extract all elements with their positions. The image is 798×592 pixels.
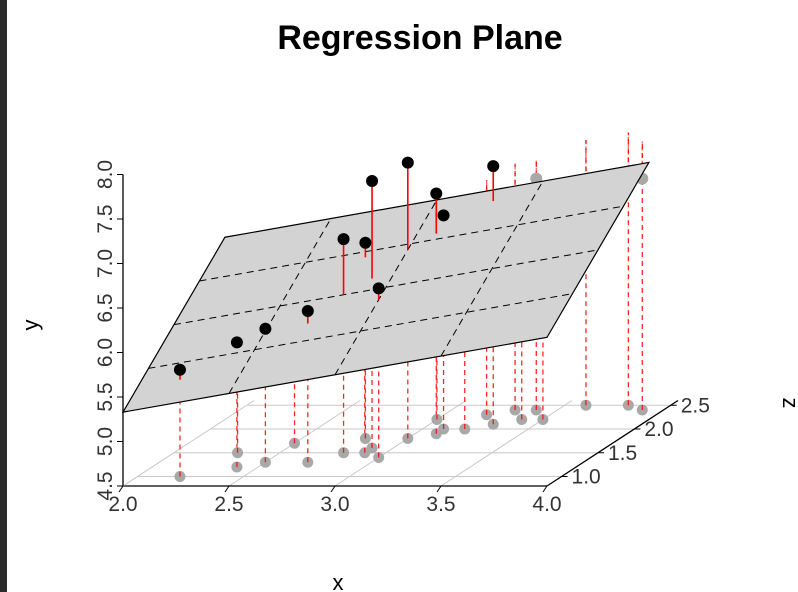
x-tick-mark — [118, 485, 124, 493]
floor-edge-line — [122, 400, 255, 487]
x-tick-label: 4.0 — [532, 493, 561, 516]
y-axis-label: y — [18, 320, 43, 331]
z-tick-label: 1.5 — [608, 442, 637, 465]
window-edge — [0, 0, 7, 592]
y-tick-label: 5.5 — [94, 382, 117, 411]
data-point — [230, 336, 243, 349]
y-tick-label: 6.5 — [94, 293, 117, 322]
y-tick-label: 4.5 — [94, 471, 117, 500]
axis-box — [122, 174, 679, 487]
plane-grid-line — [228, 218, 332, 394]
floor-grid-line — [334, 400, 467, 487]
chart-title: Regression Plane — [277, 19, 562, 57]
points-layer — [173, 156, 500, 380]
floor-grid-line — [440, 400, 573, 487]
x-tick-mark — [330, 485, 336, 493]
z-tick-label: 1.0 — [572, 466, 601, 489]
data-point — [487, 160, 500, 173]
x-tick-mark — [224, 485, 230, 493]
x-tick-label: 2.5 — [214, 493, 243, 516]
x-tick-mark — [436, 485, 442, 493]
y-tick-label: 7.5 — [94, 204, 117, 233]
plane-grid-line — [334, 199, 438, 376]
x-tick-mark — [542, 485, 548, 493]
y-tick-label: 6.0 — [94, 338, 117, 367]
z-axis-line — [546, 399, 679, 487]
plane-grid-line — [440, 180, 544, 357]
y-tick-label: 5.0 — [94, 427, 117, 456]
x-tick-label: 2.0 — [108, 493, 137, 516]
data-point — [259, 322, 272, 335]
z-tick-label: 2.0 — [644, 418, 673, 441]
data-point — [337, 233, 350, 246]
data-point — [372, 282, 385, 295]
tick-labels: 2.0 2.5 3.0 3.5 4.0 4.5 5.0 5.5 6.0 6.5 7.0 7.5 8.0 1… — [94, 160, 710, 516]
data-point — [437, 209, 450, 222]
data-point — [366, 175, 379, 187]
data-point — [430, 187, 443, 200]
x-tick-label: 3.5 — [426, 493, 455, 516]
x-tick-label: 3.0 — [320, 493, 349, 516]
z-axis-label: z — [778, 398, 798, 409]
data-point — [359, 236, 372, 249]
regression-plane — [121, 161, 651, 413]
y-tick-label: 8.0 — [94, 160, 117, 189]
z-tick-label: 2.5 — [681, 394, 710, 417]
y-tick-label: 7.0 — [94, 249, 117, 278]
x-axis-label: x — [333, 570, 344, 592]
data-point — [173, 363, 186, 376]
data-point — [301, 304, 314, 317]
data-point — [401, 156, 414, 169]
